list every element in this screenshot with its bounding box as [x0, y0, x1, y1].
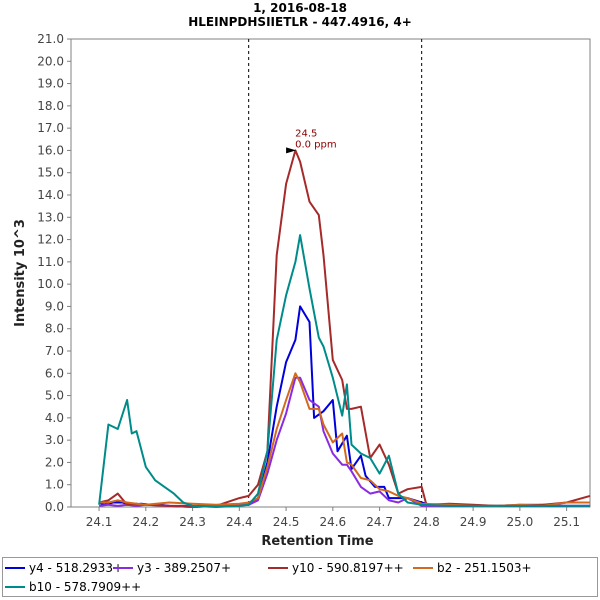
y-tick-label: 19.0: [37, 77, 64, 91]
x-tick-label: 24.6: [319, 515, 346, 529]
series-line-b2: [99, 372, 590, 507]
chart-svg: 0.0 1.0 2.0 3.0 4.0 5.0 6.0 7.0 8.0 9.0 10.0 11.0 12…: [13, 32, 591, 549]
legend-item: y10 - 590.8197++: [268, 561, 404, 575]
legend-item: y4 - 518.2933+: [5, 561, 123, 575]
x-tick-label: 24.2: [132, 515, 159, 529]
x-tick-label: 24.7: [366, 515, 393, 529]
y-tick-label: 0.0: [45, 500, 64, 514]
x-tick-label: 24.5: [273, 515, 300, 529]
x-tick-label: 24.8: [413, 515, 440, 529]
legend-label: b2 - 251.1503+: [437, 561, 532, 575]
legend-label: y4 - 518.2933+: [29, 561, 124, 575]
peak-ppm-label: 0.0 ppm: [295, 139, 337, 150]
y-tick-label: 17.0: [37, 121, 64, 135]
y-axis-label: Intensity 10^3: [13, 219, 28, 327]
legend-item: b10 - 578.7909++: [5, 580, 141, 594]
y-tick-label: 12.0: [37, 233, 64, 247]
legend-label: y3 - 389.2507+: [137, 561, 232, 575]
chart-title: 1, 2016-08-18: [253, 1, 347, 15]
x-tick-label: 24.1: [86, 515, 113, 529]
y-tick-label: 18.0: [37, 99, 64, 113]
x-tick-label: 24.9: [460, 515, 487, 529]
legend-label: b10 - 578.7909++: [29, 580, 142, 594]
y-tick-label: 15.0: [37, 166, 64, 180]
legend-swatch: [413, 567, 433, 569]
y-tick-label: 14.0: [37, 188, 64, 202]
legend-swatch: [113, 567, 133, 569]
y-tick-label: 5.0: [45, 389, 64, 403]
y-tick-label: 7.0: [45, 344, 64, 358]
legend: y4 - 518.2933+ y3 - 389.2507+ y10 - 590.81…: [2, 557, 598, 597]
x-tick-label: 24.4: [226, 515, 253, 529]
y-tick-label: 8.0: [45, 322, 64, 336]
y-tick-label: 11.0: [37, 255, 64, 269]
legend-swatch: [5, 567, 25, 569]
y-tick-label: 20.0: [37, 54, 64, 68]
peak-time-label: 24.5: [295, 128, 317, 139]
series-line-b10: [98, 234, 590, 508]
y-tick-label: 21.0: [37, 32, 64, 46]
legend-item: y3 - 389.2507+: [113, 561, 231, 575]
legend-swatch: [268, 567, 288, 569]
peak-marker-arrow: [286, 147, 297, 154]
y-tick-label: 4.0: [45, 411, 64, 425]
legend-label: y10 - 590.8197++: [292, 561, 404, 575]
chart-subtitle: HLEINPDHSIIETLR - 447.4916, 4+: [188, 15, 412, 29]
y-tick-label: 3.0: [45, 433, 64, 447]
y-tick-label: 9.0: [45, 299, 64, 313]
x-tick-label: 24.3: [179, 515, 206, 529]
legend-item: b2 - 251.1503+: [413, 561, 532, 575]
x-axis-label: Retention Time: [261, 534, 373, 549]
y-tick-label: 1.0: [45, 478, 64, 492]
y-tick-label: 10.0: [37, 277, 64, 291]
legend-swatch: [5, 586, 25, 588]
plot-frame: [70, 38, 591, 508]
x-tick-label: 25.1: [553, 515, 580, 529]
y-tick-label: 2.0: [45, 455, 64, 469]
y-tick-label: 16.0: [37, 143, 64, 157]
y-tick-label: 6.0: [45, 366, 64, 380]
y-tick-label: 13.0: [37, 210, 64, 224]
x-tick-label: 25.0: [507, 515, 534, 529]
